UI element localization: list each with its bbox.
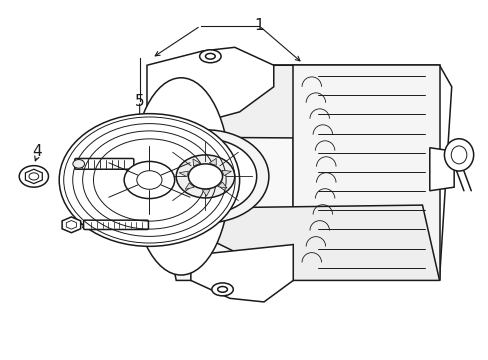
Ellipse shape — [19, 166, 48, 187]
Polygon shape — [193, 159, 200, 166]
Polygon shape — [209, 158, 216, 165]
Ellipse shape — [176, 155, 234, 198]
Ellipse shape — [444, 139, 473, 171]
Ellipse shape — [199, 50, 221, 63]
Polygon shape — [222, 170, 231, 176]
Ellipse shape — [188, 164, 222, 189]
Ellipse shape — [132, 78, 229, 275]
Ellipse shape — [154, 139, 256, 214]
Polygon shape — [147, 65, 439, 139]
Polygon shape — [163, 65, 451, 279]
Polygon shape — [147, 65, 293, 280]
Polygon shape — [130, 151, 163, 194]
Ellipse shape — [211, 283, 233, 296]
Polygon shape — [185, 183, 194, 189]
Text: 4: 4 — [32, 144, 42, 159]
Polygon shape — [429, 148, 453, 191]
Polygon shape — [147, 205, 439, 280]
Text: 1: 1 — [254, 18, 264, 33]
Polygon shape — [25, 169, 42, 184]
Polygon shape — [179, 171, 188, 177]
Ellipse shape — [124, 161, 174, 199]
Polygon shape — [293, 65, 439, 280]
FancyBboxPatch shape — [75, 158, 134, 169]
Ellipse shape — [142, 130, 268, 223]
Text: 5: 5 — [135, 94, 144, 109]
Text: 2: 2 — [81, 216, 91, 230]
Ellipse shape — [59, 114, 239, 246]
Polygon shape — [147, 47, 273, 137]
Text: 3: 3 — [127, 130, 137, 144]
FancyBboxPatch shape — [83, 220, 148, 229]
Polygon shape — [217, 182, 226, 188]
Ellipse shape — [73, 159, 84, 168]
Ellipse shape — [124, 166, 142, 179]
Polygon shape — [202, 190, 209, 196]
Polygon shape — [190, 244, 293, 302]
Polygon shape — [62, 217, 81, 233]
